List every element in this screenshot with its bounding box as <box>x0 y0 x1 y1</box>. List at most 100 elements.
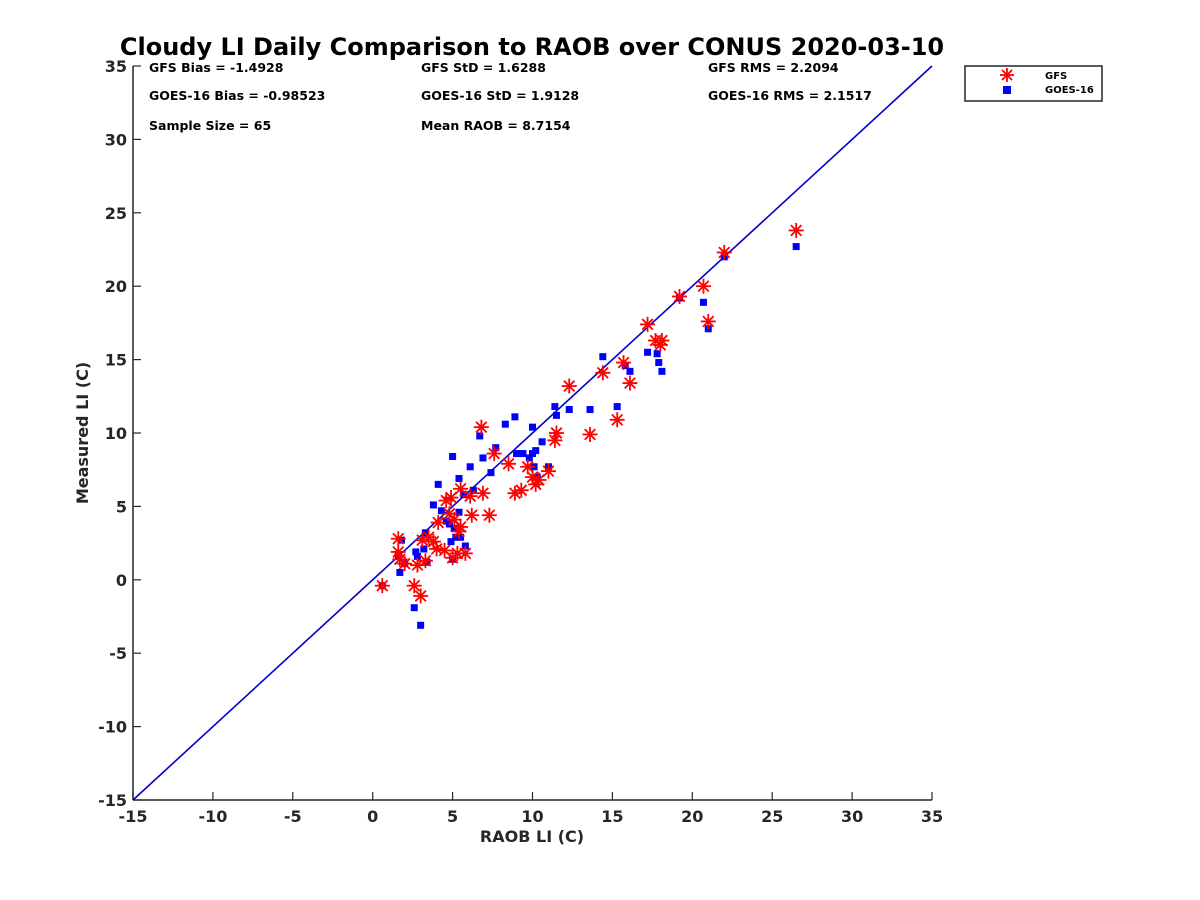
stat-text: Mean RAOB = 8.7154 <box>421 118 571 133</box>
gfs-point <box>582 426 598 442</box>
gfs-point <box>595 365 611 381</box>
legend-label-goes16: GOES-16 <box>1045 85 1094 96</box>
x-tick-label: 10 <box>521 807 543 826</box>
goes16-point <box>519 450 527 458</box>
goes16-point <box>455 475 463 483</box>
x-tick-label: -5 <box>284 807 302 826</box>
goes16-point <box>397 536 405 544</box>
goes16-point <box>487 469 495 477</box>
goes16-point <box>644 348 652 356</box>
goes16-point <box>626 367 634 375</box>
gfs-point <box>561 378 577 394</box>
gfs-point <box>473 419 489 435</box>
gfs-point <box>475 485 491 501</box>
gfs-point <box>513 482 529 498</box>
goes16-point <box>479 454 487 462</box>
goes16-point <box>653 350 661 358</box>
goes16-point <box>452 533 460 541</box>
goes16-point <box>412 548 420 556</box>
goes16-point <box>529 423 536 431</box>
y-tick-label: 15 <box>105 351 127 370</box>
legend-gfs-marker <box>1000 68 1014 82</box>
goes16-point <box>538 438 546 446</box>
gfs-point <box>654 333 670 349</box>
gfs-point <box>453 481 469 497</box>
goes16-point <box>437 507 445 515</box>
goes16-point <box>658 367 666 375</box>
goes16-point <box>469 486 477 494</box>
goes16-point <box>434 480 442 488</box>
gfs-point <box>622 375 638 391</box>
gfs-point <box>700 313 716 329</box>
x-tick-label: 30 <box>841 807 863 826</box>
goes16-point <box>476 432 484 440</box>
goes16-point <box>449 452 457 460</box>
gfs-point <box>640 316 656 332</box>
goes16-point <box>457 533 465 541</box>
gfs-point <box>417 553 433 569</box>
goes16-point <box>655 359 663 367</box>
goes16-point <box>492 444 500 452</box>
gfs-point <box>548 425 564 441</box>
y-tick-label: 35 <box>105 57 127 76</box>
stat-text: GFS RMS = 2.2094 <box>708 60 839 75</box>
goes16-point <box>699 298 707 306</box>
y-tick-label: 30 <box>105 130 127 149</box>
goes16-point <box>460 491 468 499</box>
y-tick-label: -15 <box>98 791 127 810</box>
gfs-point <box>788 222 804 238</box>
gfs-point <box>413 588 429 604</box>
gfs-point <box>453 519 469 535</box>
gfs-point <box>374 578 390 594</box>
y-tick-label: 25 <box>105 204 127 223</box>
gfs-point <box>609 412 625 428</box>
x-tick-label: 35 <box>921 807 943 826</box>
gfs-point <box>457 545 473 561</box>
goes16-point <box>525 454 533 462</box>
y-tick-label: -5 <box>109 644 127 663</box>
goes16-point <box>501 420 509 428</box>
goes16-point <box>565 406 573 414</box>
goes16-point <box>552 411 560 419</box>
y-tick-label: -10 <box>98 718 127 737</box>
legend: GFS GOES-16 <box>964 65 1103 102</box>
gfs-point <box>616 355 632 371</box>
x-tick-label: -15 <box>119 807 148 826</box>
stat-text: GFS StD = 1.6288 <box>421 60 546 75</box>
x-tick-label: -10 <box>198 807 227 826</box>
goes16-point <box>420 545 428 553</box>
goes16-point <box>613 403 621 411</box>
goes16-point <box>792 243 800 251</box>
gfs-point <box>414 532 430 548</box>
statistics-block: GFS Bias = -1.4928 GFS StD = 1.6288 GFS RM… <box>149 60 872 133</box>
gfs-point <box>716 244 732 260</box>
gfs-point <box>464 507 480 523</box>
goes16-point <box>413 552 421 560</box>
goes16-point <box>599 353 607 361</box>
gfs-point <box>501 456 517 472</box>
y-tick-label: 20 <box>105 277 127 296</box>
goes16-point <box>511 413 519 421</box>
y-axis-label: Measured LI (C) <box>73 362 92 504</box>
ticks: -15 -10 -5 0 5 10 15 20 25 30 35 -15 -10 -5 0 5 10 15 20 25… <box>98 57 943 826</box>
goes16-point <box>396 568 404 576</box>
x-tick-label: 0 <box>367 807 378 826</box>
y-tick-label: 5 <box>116 497 127 516</box>
goes16-point <box>447 538 455 546</box>
gfs-point <box>406 578 422 594</box>
goes16-point <box>417 621 425 629</box>
legend-goes16-marker <box>1003 86 1011 94</box>
stat-text: GFS Bias = -1.4928 <box>149 60 283 75</box>
goes16-point <box>532 447 540 455</box>
goes16-point <box>621 361 629 369</box>
gfs-point <box>430 515 446 531</box>
gfs-point <box>443 490 459 506</box>
gfs-point <box>390 531 406 547</box>
goes16-point <box>466 463 474 471</box>
stat-text: GOES-16 StD = 1.9128 <box>421 88 579 103</box>
x-tick-label: 15 <box>601 807 623 826</box>
one-to-one-reference-line <box>132 65 933 801</box>
stat-text: GOES-16 Bias = -0.98523 <box>149 88 325 103</box>
y-tick-label: 0 <box>116 571 127 590</box>
